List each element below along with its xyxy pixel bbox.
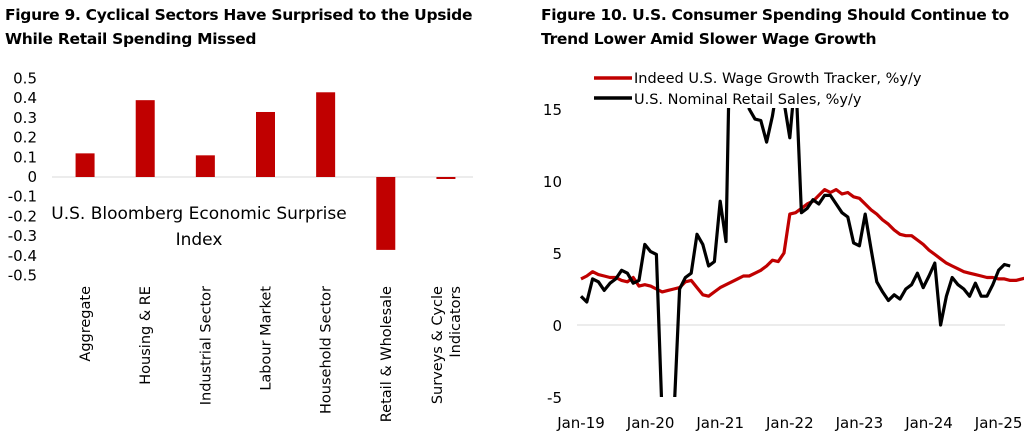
category-label: Aggregate bbox=[78, 286, 94, 362]
bar-household-sector bbox=[316, 92, 336, 177]
y-tick-label: 0.3 bbox=[13, 109, 37, 127]
y-tick-label: 0.1 bbox=[13, 148, 37, 166]
y-tick-label: 0 bbox=[552, 317, 562, 335]
y-tick-label: -0.4 bbox=[8, 247, 37, 265]
bar-surveys-cycle-indicators bbox=[436, 177, 456, 179]
x-tick-label: Jan-23 bbox=[835, 414, 884, 432]
y-tick-label: 0.5 bbox=[13, 70, 37, 88]
figure-9-annotation-line-2: Index bbox=[176, 230, 223, 250]
category-label: Labour Market bbox=[259, 286, 275, 391]
category-label: Retail & Wholesale bbox=[379, 286, 395, 422]
y-tick-label: 10 bbox=[543, 173, 562, 191]
x-tick-label: Jan-20 bbox=[626, 414, 675, 432]
y-tick-label: 0 bbox=[27, 168, 37, 186]
figure-9-title: Figure 9. Cyclical Sectors Have Surprise… bbox=[5, 3, 515, 51]
figure-10-y-axis: 15 10 5 0 -5 bbox=[543, 101, 562, 407]
figure-10-x-axis: Jan-19 Jan-20 Jan-21 Jan-22 Jan-23 Jan-24 Jan-… bbox=[556, 414, 1022, 432]
y-tick-label: -5 bbox=[547, 389, 562, 407]
category-label: Household Sector bbox=[319, 286, 335, 414]
retail-sales-line bbox=[579, 108, 1011, 397]
bar-industrial-sector bbox=[195, 155, 215, 177]
bar-retail-wholesale bbox=[376, 177, 396, 250]
y-tick-label: 0.2 bbox=[13, 129, 37, 147]
x-tick-label: Jan-25 bbox=[974, 414, 1023, 432]
figure-9-bar-chart: 0.50.4 0.3 0.20.1 0 -0.1-0.2 -0.3 -0.4 -0.5 U.S… bbox=[8, 70, 473, 423]
category-label: Housing & RE bbox=[138, 286, 154, 385]
y-tick-label: -0.3 bbox=[8, 227, 37, 245]
legend-label-retail: U.S. Nominal Retail Sales, %y/y bbox=[634, 92, 862, 108]
figure-10-legend: Indeed U.S. Wage Growth Tracker, %y/y U.… bbox=[594, 71, 922, 108]
category-label: Industrial Sector bbox=[198, 286, 214, 405]
figure-9-bars bbox=[75, 92, 456, 250]
y-tick-label: 5 bbox=[552, 245, 562, 263]
x-tick-label: Jan-19 bbox=[556, 414, 605, 432]
figure-9-title-line-2: While Retail Spending Missed bbox=[5, 30, 257, 48]
bar-aggregate bbox=[75, 153, 95, 177]
legend-label-wage: Indeed U.S. Wage Growth Tracker, %y/y bbox=[634, 71, 922, 87]
figure-9-title-line-1: Figure 9. Cyclical Sectors Have Surprise… bbox=[5, 6, 473, 24]
bar-labour-market bbox=[256, 111, 275, 177]
figure-10-title: Figure 10. U.S. Consumer Spending Should… bbox=[541, 3, 1024, 51]
y-tick-label: -0.5 bbox=[8, 267, 37, 285]
category-label: Surveys & Cycle bbox=[430, 286, 446, 404]
figure-9-y-axis: 0.50.4 0.3 0.20.1 0 -0.1-0.2 -0.3 -0.4 -0.5 bbox=[8, 70, 37, 285]
wage-growth-line bbox=[580, 188, 1024, 298]
bar-housing-re bbox=[135, 100, 155, 177]
y-tick-label: 15 bbox=[543, 101, 562, 119]
figure-10-title-line-1: Figure 10. U.S. Consumer Spending Should… bbox=[541, 6, 1010, 24]
x-tick-label: Jan-22 bbox=[765, 414, 814, 432]
x-tick-label: Jan-24 bbox=[904, 414, 953, 432]
x-tick-label: Jan-21 bbox=[695, 414, 744, 432]
figure-9-annotation-line-1: U.S. Bloomberg Economic Surprise bbox=[51, 204, 346, 224]
y-tick-label: -0.2 bbox=[8, 207, 37, 225]
y-tick-label: -0.1 bbox=[8, 188, 37, 206]
y-tick-label: 0.4 bbox=[13, 89, 37, 107]
figure-10-title-line-2: Trend Lower Amid Slower Wage Growth bbox=[541, 30, 877, 48]
category-label: Indicators bbox=[448, 286, 464, 358]
figure-9-x-axis: Aggregate Housing & RE Industrial Sector La… bbox=[78, 286, 464, 423]
